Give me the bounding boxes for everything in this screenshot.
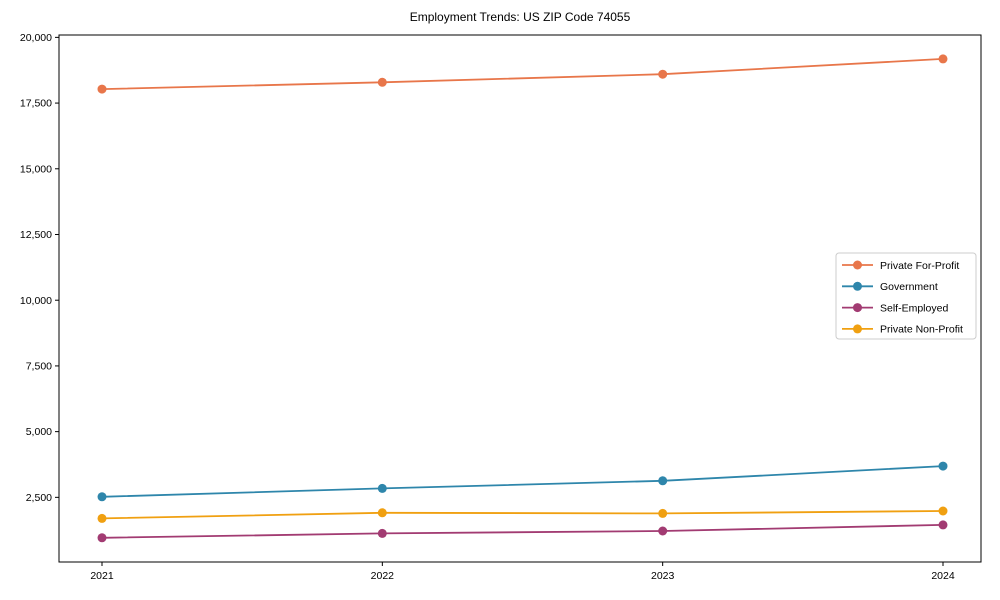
data-point [97,492,107,502]
legend-item: Private Non-Profit [842,324,963,336]
legend-marker-dot [853,324,862,334]
legend-item-label: Self-Employed [880,302,948,314]
series-line-3 [101,510,944,520]
data-point [938,506,948,516]
y-axis-tick-label: 15,000 [20,163,52,175]
data-point [377,508,387,518]
legend-box [835,252,977,340]
data-point [658,508,668,518]
data-point [97,513,107,523]
legend-item: Government [842,281,938,293]
y-axis-tick-label: 20,000 [20,32,52,44]
data-point [938,461,948,471]
data-point [377,528,387,538]
data-point [658,476,668,486]
legend-item-label: Private For-Profit [880,260,959,272]
y-axis-tick-label: 17,500 [20,98,52,110]
data-point [377,483,387,493]
data-point [97,84,107,94]
data-point [377,77,387,87]
data-point [97,533,107,543]
y-axis-tick-label: 12,500 [20,229,52,241]
legend: Private For-Profit Government Self-Employe… [835,252,977,340]
data-point [658,69,668,79]
x-axis-tick-label: 2023 [651,570,675,582]
data-point [938,520,948,530]
x-axis-tick-label: 2022 [371,570,395,582]
data-point [658,526,668,536]
x-axis-tick-label: 2024 [931,570,955,582]
series-line-2 [101,524,944,539]
legend-marker-dot [853,260,862,270]
y-axis-tick-label: 2,500 [26,492,52,504]
plot-frame [58,34,982,563]
series-line-0 [101,58,944,90]
series-line-1 [101,465,944,498]
y-axis-tick-label: 10,000 [20,295,52,307]
legend-item: Private For-Profit [842,260,959,272]
data-point [938,54,948,64]
legend-item: Self-Employed [842,302,948,314]
chart-title: Employment Trends: US ZIP Code 74055 [410,10,631,24]
y-axis-tick-label: 5,000 [26,426,52,438]
legend-marker-dot [853,303,862,313]
legend-item-label: Government [880,281,938,293]
plot-area: 2,500 5,000 7,500 10,000 12,500 15,000 17,500 2… [20,32,982,582]
legend-marker-dot [853,281,862,291]
y-axis-tick-label: 7,500 [26,361,52,373]
x-axis-tick-label: 2021 [90,570,114,582]
legend-item-label: Private Non-Profit [880,324,963,336]
